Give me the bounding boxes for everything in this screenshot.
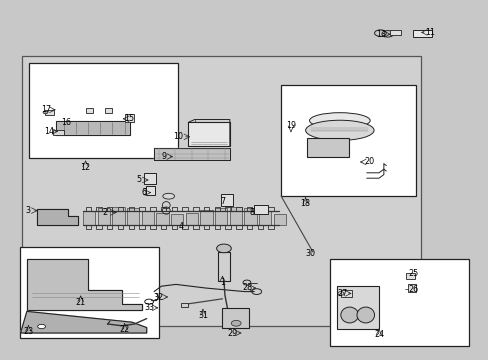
Bar xyxy=(105,108,112,113)
Text: 23: 23 xyxy=(23,327,33,336)
Bar xyxy=(142,211,154,225)
Text: 9: 9 xyxy=(161,152,166,161)
Polygon shape xyxy=(56,121,129,135)
Polygon shape xyxy=(27,259,142,310)
Ellipse shape xyxy=(356,307,374,323)
Text: 17: 17 xyxy=(41,105,51,114)
Bar xyxy=(215,208,227,225)
Ellipse shape xyxy=(305,120,373,140)
Ellipse shape xyxy=(231,320,241,326)
Text: 6: 6 xyxy=(142,188,146,197)
Text: 3: 3 xyxy=(26,206,31,215)
Bar xyxy=(45,110,54,115)
Text: 28: 28 xyxy=(242,284,251,292)
Text: 29: 29 xyxy=(227,328,237,338)
Text: 7: 7 xyxy=(220,197,224,206)
Bar xyxy=(405,273,414,279)
Bar xyxy=(244,208,256,225)
Bar xyxy=(98,208,110,225)
Bar xyxy=(407,284,415,292)
Ellipse shape xyxy=(340,307,358,323)
Text: 18: 18 xyxy=(300,199,310,208)
Text: 12: 12 xyxy=(81,163,90,172)
Bar xyxy=(254,205,267,214)
Bar xyxy=(112,207,124,225)
Bar xyxy=(221,194,233,206)
Text: 10: 10 xyxy=(173,132,183,141)
Bar xyxy=(389,30,400,35)
Ellipse shape xyxy=(216,244,231,253)
Text: 31: 31 xyxy=(198,310,207,320)
Text: 27: 27 xyxy=(337,289,346,298)
Text: 20: 20 xyxy=(364,157,373,166)
Bar xyxy=(188,122,229,146)
Bar xyxy=(22,56,420,326)
Text: 8: 8 xyxy=(249,208,254,217)
Bar xyxy=(412,30,431,37)
Bar xyxy=(229,207,242,225)
Text: 22: 22 xyxy=(120,325,129,334)
Ellipse shape xyxy=(163,193,174,199)
Ellipse shape xyxy=(43,111,48,114)
Text: 16: 16 xyxy=(61,118,71,127)
Text: 14: 14 xyxy=(44,127,54,136)
Bar xyxy=(341,290,351,297)
Text: 30: 30 xyxy=(305,249,315,258)
Bar xyxy=(259,211,271,225)
Bar xyxy=(217,252,229,281)
Text: 24: 24 xyxy=(373,330,383,339)
Text: 1: 1 xyxy=(220,278,224,287)
Polygon shape xyxy=(37,209,78,225)
Text: 11: 11 xyxy=(425,28,434,37)
Ellipse shape xyxy=(309,113,369,129)
Text: 2: 2 xyxy=(102,208,107,217)
Bar xyxy=(171,214,183,225)
Text: 19: 19 xyxy=(285,122,295,130)
Text: 25: 25 xyxy=(407,269,417,278)
Bar xyxy=(144,173,156,184)
Text: 15: 15 xyxy=(124,114,134,123)
Bar xyxy=(83,211,95,225)
Bar xyxy=(337,286,378,329)
Bar xyxy=(329,259,468,346)
Text: 4: 4 xyxy=(178,222,183,231)
Text: 21: 21 xyxy=(76,298,85,307)
Polygon shape xyxy=(154,148,229,160)
Text: 33: 33 xyxy=(144,303,154,312)
Bar xyxy=(156,213,168,225)
Bar xyxy=(185,213,198,225)
Bar xyxy=(273,213,285,225)
Bar xyxy=(127,208,139,225)
Text: 13: 13 xyxy=(376,30,386,39)
Bar xyxy=(53,130,63,135)
Bar xyxy=(200,210,212,225)
Bar xyxy=(181,303,188,307)
Bar xyxy=(222,308,249,328)
Bar xyxy=(306,138,348,157)
Bar xyxy=(29,63,178,158)
Text: 5: 5 xyxy=(137,175,142,184)
Polygon shape xyxy=(20,311,146,333)
Ellipse shape xyxy=(38,324,45,329)
Bar xyxy=(124,114,134,122)
Text: 32: 32 xyxy=(154,292,163,302)
Bar xyxy=(145,186,154,195)
Bar xyxy=(85,108,93,113)
Bar xyxy=(20,247,159,338)
Text: 26: 26 xyxy=(407,285,417,294)
Bar xyxy=(281,85,415,196)
